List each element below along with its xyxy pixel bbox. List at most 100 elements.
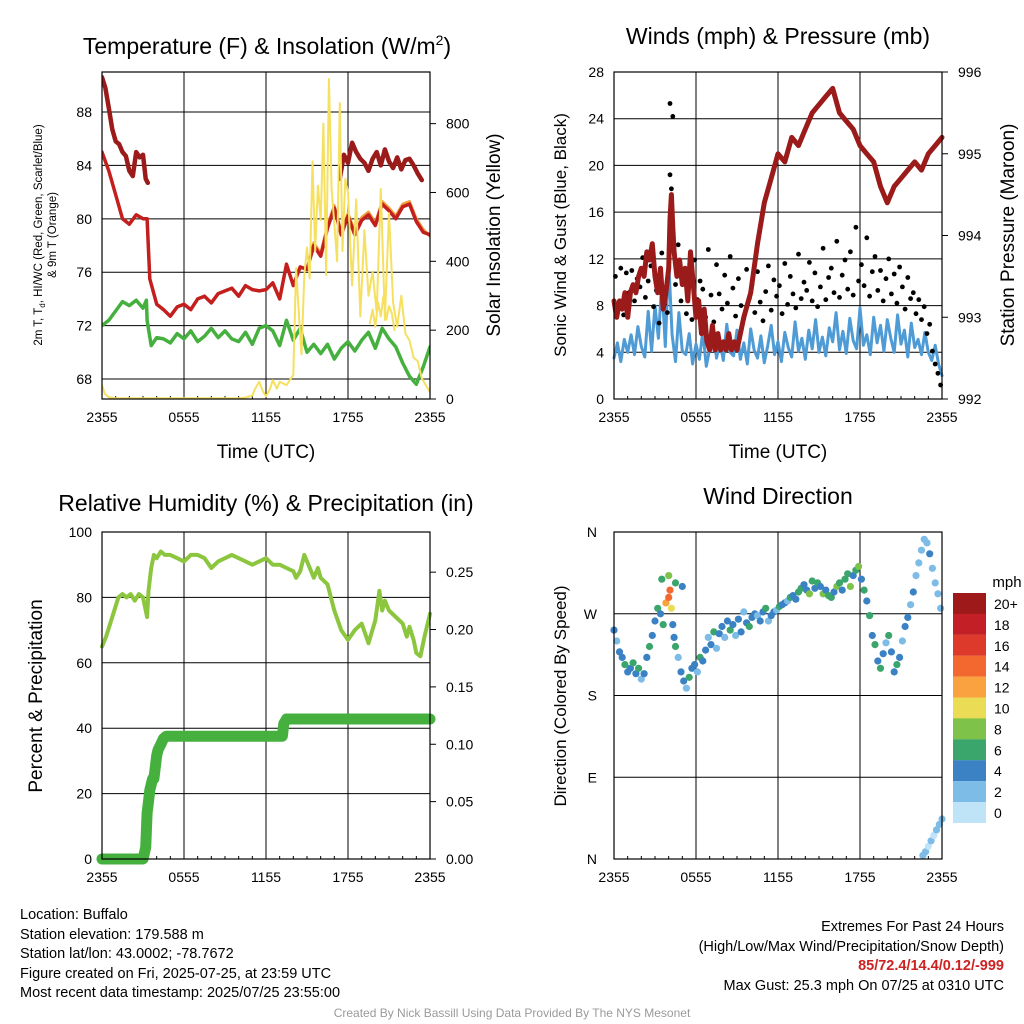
x-tick-label: 1155 — [763, 869, 793, 885]
direction-point — [907, 601, 915, 609]
direction-point — [629, 659, 637, 667]
temperature-x-label: Time (UTC) — [217, 442, 316, 463]
temperature-series — [102, 75, 430, 399]
direction-point — [745, 622, 753, 631]
gust-point — [714, 262, 719, 268]
direction-point — [632, 670, 640, 678]
gust-point — [935, 370, 941, 376]
legend-label: 18 — [994, 617, 1010, 633]
direction-point — [665, 572, 673, 580]
direction-point — [846, 582, 855, 591]
gust-point — [839, 272, 845, 278]
gust-point — [768, 307, 774, 313]
gust-point — [891, 271, 897, 277]
station-latlon: Station lat/lon: 43.0002; -78.7672 — [20, 946, 234, 962]
gust-point — [927, 321, 933, 327]
direction-title: Wind Direction — [703, 483, 853, 509]
x-tick-label: 1755 — [844, 869, 875, 885]
y-right-tick-label: 0 — [446, 391, 454, 407]
x-tick-label: 2355 — [414, 869, 445, 885]
gust-point — [902, 306, 908, 312]
panel-direction: Wind Direction 2355 0555 1155 1755 2355NESWN… — [551, 483, 1022, 885]
direction-point — [924, 842, 932, 850]
legend-swatch — [953, 655, 986, 677]
y-right-tick-label: 200 — [446, 322, 470, 338]
gust-point — [659, 250, 665, 256]
gust-point — [859, 262, 864, 268]
gust-point — [812, 270, 818, 276]
gust-point — [629, 268, 635, 273]
figure-created: Figure created on Fri, 2025-07-25, at 23… — [20, 965, 332, 982]
gust-point — [744, 267, 749, 272]
legend-swatch — [953, 781, 986, 803]
gust-point — [689, 317, 695, 322]
direction-point — [874, 657, 882, 665]
direction-point — [879, 650, 887, 658]
direction-point — [890, 668, 898, 676]
direction-point — [707, 641, 715, 649]
gust-point — [878, 268, 883, 273]
y-tick-label: 20 — [588, 157, 604, 173]
y-tick-label: 0 — [84, 851, 92, 867]
gust-point — [864, 235, 870, 241]
direction-point — [670, 633, 678, 642]
direction-point — [693, 668, 702, 676]
x-tick-label: 0555 — [168, 409, 199, 425]
panel-temperature: Temperature (F) & Insolation (W/m2) 2355… — [33, 32, 505, 463]
y-tick-label: 8 — [596, 298, 604, 314]
direction-point — [678, 582, 686, 591]
y-tick-label: 80 — [76, 211, 92, 227]
gust-point — [793, 305, 799, 311]
direction-series — [610, 535, 946, 860]
legend-label: 6 — [994, 742, 1002, 758]
gust-point — [705, 247, 711, 252]
y-tick-label: 16 — [588, 204, 604, 220]
extremes-info: Extremes For Past 24 Hours (High/Low/Max… — [699, 918, 1004, 996]
direction-point — [621, 661, 629, 669]
legend-label: 8 — [994, 721, 1002, 737]
gust-point — [872, 254, 878, 259]
gust-point — [719, 306, 725, 312]
extremes-title: Extremes For Past 24 Hours — [821, 919, 1004, 935]
direction-point — [699, 657, 707, 665]
direction-point — [849, 572, 857, 580]
direction-point — [811, 584, 819, 592]
gust-point — [643, 295, 648, 300]
gust-point — [763, 289, 769, 294]
temperature-series-group — [102, 75, 430, 399]
humidity-series — [96, 549, 436, 865]
direction-point — [645, 642, 654, 651]
gust-point — [716, 291, 722, 297]
y-right-tick-label: 0.25 — [446, 564, 473, 580]
direction-point — [674, 653, 682, 662]
gust-point — [809, 298, 815, 304]
direction-point — [671, 579, 680, 587]
direction-point — [844, 570, 852, 578]
dewpoint-line — [102, 298, 430, 387]
y-tick-label: 68 — [76, 371, 92, 387]
legend-label: 0 — [994, 805, 1002, 821]
direction-point — [805, 590, 814, 598]
direction-point — [868, 631, 876, 640]
x-tick-label: 2355 — [414, 409, 445, 425]
legend-label: 16 — [994, 638, 1010, 654]
direction-point — [792, 595, 800, 603]
y-tick-label: 60 — [76, 655, 92, 671]
humidity-axes: 2355 0555 1155 1755 2355 0 20 40 60 80 100 0.00 0.05… — [69, 524, 474, 885]
direction-plot-frame — [613, 531, 943, 860]
x-tick-label: 2355 — [598, 869, 629, 885]
precip-line — [96, 713, 436, 865]
y-tick-label: E — [588, 769, 597, 785]
y-right-tick-label: 400 — [446, 253, 470, 269]
gust-point — [869, 269, 875, 275]
gust-point — [766, 263, 771, 269]
direction-point — [930, 831, 938, 840]
extremes-values: 85/72.4/14.4/0.12/-999 — [858, 958, 1004, 974]
direction-point — [662, 599, 670, 607]
direction-point — [685, 673, 693, 681]
direction-point — [830, 588, 838, 596]
direction-point — [935, 820, 943, 829]
y-tick-label: 72 — [76, 318, 92, 334]
gust-point — [667, 172, 673, 178]
humidity-plot-frame — [101, 531, 431, 860]
